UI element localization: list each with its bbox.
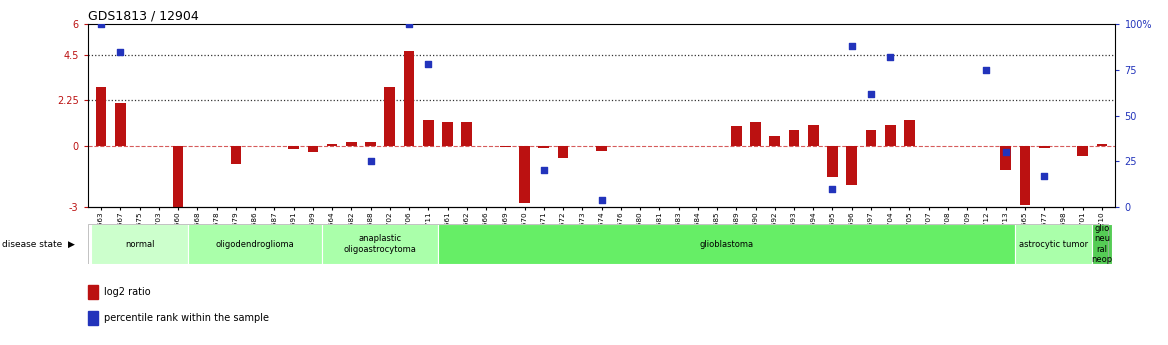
Bar [1001,146,1011,170]
Bar [827,146,837,177]
Point [881,54,899,60]
Point [535,168,554,173]
Bar [88,285,98,299]
Bar [558,146,569,158]
Bar [96,87,106,146]
Point [361,159,380,164]
Bar [438,224,1015,264]
Text: oligodendroglioma: oligodendroglioma [216,239,294,249]
Bar [443,122,453,146]
Bar [288,146,299,149]
Bar [1097,144,1107,146]
Bar [1038,146,1050,148]
Bar [1020,146,1030,205]
Bar [904,120,915,146]
Text: glio
neu
ral
neop: glio neu ral neop [1091,224,1113,264]
Bar [596,146,607,151]
Bar [88,310,98,325]
Bar [307,146,318,152]
Text: percentile rank within the sample: percentile rank within the sample [104,313,269,323]
Bar [520,146,530,203]
Bar [500,146,510,147]
Bar [538,146,549,148]
Text: disease state  ▶: disease state ▶ [2,239,75,249]
Bar [384,87,395,146]
Bar [808,125,819,146]
Bar [322,224,438,264]
Bar [423,120,433,146]
Bar [1015,224,1092,264]
Point [823,186,842,191]
Bar [188,224,322,264]
Point [1035,173,1054,179]
Bar [865,130,876,146]
Bar [461,122,472,146]
Point [111,49,130,55]
Text: astrocytic tumor: astrocytic tumor [1020,239,1089,249]
Text: glioblastoma: glioblastoma [700,239,753,249]
Bar [327,144,338,146]
Point [592,197,611,203]
Point [842,43,861,49]
Text: GDS1813 / 12904: GDS1813 / 12904 [88,10,199,23]
Point [399,21,418,27]
Text: log2 ratio: log2 ratio [104,287,151,297]
Bar [91,224,188,264]
Bar [731,126,742,146]
Bar [230,146,241,164]
Bar [1077,146,1089,156]
Bar [788,130,799,146]
Bar [173,146,183,211]
Bar [1092,224,1112,264]
Bar [885,125,896,146]
Bar [366,142,376,146]
Bar [346,142,356,146]
Point [862,91,881,96]
Text: anaplastic
oligoastrocytoma: anaplastic oligoastrocytoma [343,234,417,254]
Bar [404,51,415,146]
Bar [847,146,857,185]
Bar [114,104,126,146]
Point [419,62,438,67]
Text: normal: normal [125,239,154,249]
Bar [750,122,760,146]
Point [92,21,111,27]
Point [996,149,1015,155]
Point [978,67,996,73]
Bar [770,136,780,146]
